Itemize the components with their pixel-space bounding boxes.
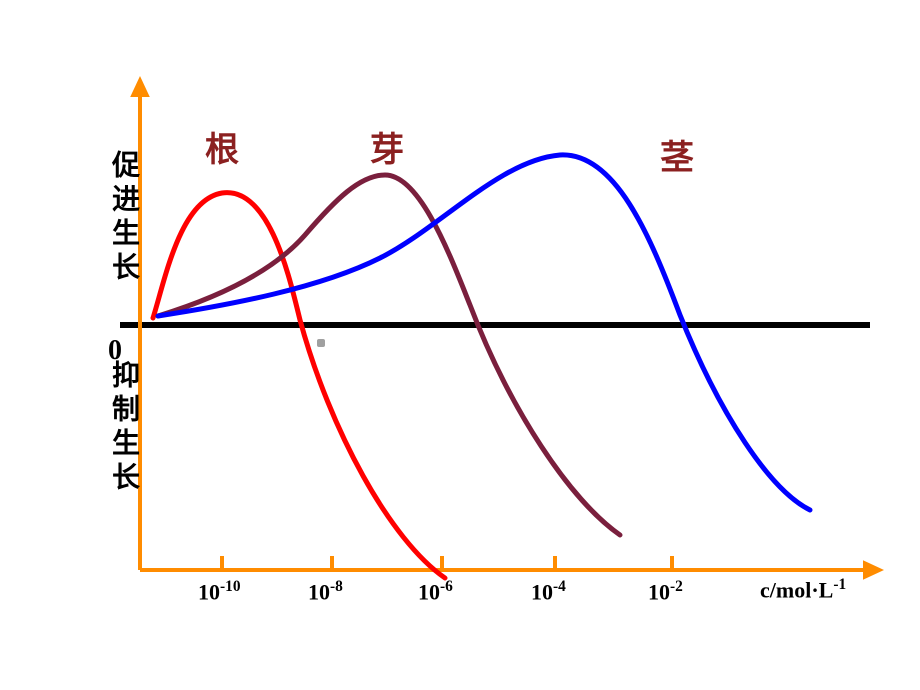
x-tick-label: 10-2	[648, 578, 683, 605]
x-tick-label: 10-8	[308, 578, 343, 605]
curve-label-root: 根	[205, 122, 239, 171]
x-axis-label: c/mol·L-1	[760, 576, 846, 603]
y-axis-label-inhibit: 抑制生长	[103, 360, 143, 496]
y-axis-label-promote: 促进生长	[103, 150, 143, 286]
x-tick-label: 10-6	[418, 578, 453, 605]
zero-label: 0	[108, 335, 122, 367]
x-tick-label: 10-10	[198, 578, 241, 605]
x-tick-label: 10-4	[531, 578, 566, 605]
page-marker-icon	[317, 339, 325, 347]
curve-label-bud: 芽	[370, 122, 404, 171]
curve-label-stem: 茎	[660, 130, 694, 179]
chart-container: 促进生长 抑制生长 0 根 芽 茎 10-1010-810-610-410-2 …	[0, 0, 920, 690]
